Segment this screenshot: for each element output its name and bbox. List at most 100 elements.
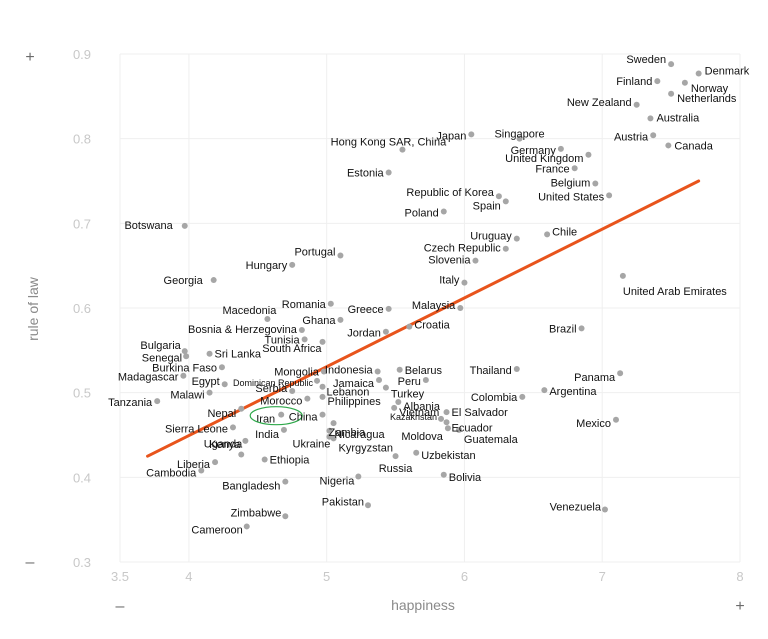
- point-burkina-faso: [218, 364, 225, 371]
- x-tick-label: 4: [185, 569, 192, 584]
- point-egypt: [221, 381, 228, 388]
- y-axis-minus-sign: –: [26, 554, 35, 571]
- grid: [119, 53, 741, 563]
- point-label-mexico: Mexico: [576, 418, 611, 430]
- point-label-singapore: Singapore: [494, 129, 544, 141]
- point-botswana: [181, 222, 188, 229]
- point-label-zambia: Zambia: [329, 427, 367, 439]
- point-bangladesh: [282, 478, 289, 485]
- point-label-india: India: [255, 429, 280, 441]
- point-united-states: [606, 192, 613, 199]
- point-republic-of-korea: [495, 193, 502, 200]
- point-slovenia: [472, 257, 479, 264]
- point-argentina: [541, 387, 548, 394]
- point-label-japan: Japan: [436, 130, 466, 142]
- point-label-venezuela: Venezuela: [550, 502, 602, 514]
- point-norway: [681, 79, 688, 86]
- point-label-cambodia: Cambodia: [146, 468, 197, 480]
- point-label-chile: Chile: [552, 226, 577, 238]
- point-sierra-leone: [229, 424, 236, 431]
- point-label-panama: Panama: [574, 372, 616, 384]
- point-label-slovenia: Slovenia: [428, 255, 471, 267]
- point-label-bosnia-herzegovina: Bosnia & Herzegovina: [188, 324, 298, 336]
- point-iran: [278, 411, 285, 418]
- point-label-france: France: [535, 163, 569, 175]
- point-label-jamaica: Jamaica: [333, 378, 375, 390]
- point-label-el-salvador: El Salvador: [452, 407, 509, 419]
- point-russia: [392, 453, 399, 460]
- y-tick-label: 0.9: [73, 47, 91, 62]
- point-label-morocco: Morocco: [260, 396, 302, 408]
- point-label-senegal: Senegal: [142, 352, 182, 364]
- point-label-hungary: Hungary: [246, 260, 288, 272]
- point-label-denmark: Denmark: [705, 65, 750, 77]
- point-australia: [647, 115, 654, 122]
- point-romania: [327, 300, 334, 307]
- point-label-finland: Finland: [616, 76, 652, 88]
- point-label-indonesia: Indonesia: [325, 365, 374, 377]
- point-label-republic-of-korea: Republic of Korea: [406, 187, 494, 199]
- point-label-belarus: Belarus: [405, 365, 443, 377]
- point-india: [280, 426, 287, 433]
- x-axis-title: happiness: [391, 597, 455, 613]
- point-label-croatia: Croatia: [414, 320, 450, 332]
- point-label-canada: Canada: [674, 140, 713, 152]
- x-tick-label: 8: [736, 569, 743, 584]
- point-label-guatemala: Guatemala: [464, 434, 519, 446]
- point-label-austria: Austria: [614, 131, 649, 143]
- point-france: [571, 165, 578, 172]
- point-madagascar: [180, 372, 187, 379]
- point-label-turkey: Turkey: [391, 389, 425, 401]
- y-axis-title: rule of law: [25, 276, 41, 341]
- point-zambia: [330, 420, 337, 427]
- point-ethiopia: [261, 456, 268, 463]
- point-nepal: [238, 405, 245, 412]
- point-uganda: [238, 451, 245, 458]
- point-liberia: [212, 459, 219, 466]
- y-tick-label: 0.4: [73, 470, 91, 485]
- point-cambodia: [198, 467, 205, 474]
- point-label-kenya: Kenya: [209, 439, 241, 451]
- point-peru: [422, 376, 429, 383]
- highlight-ellipse-iran: [249, 406, 303, 426]
- point-label-estonia: Estonia: [347, 168, 385, 180]
- point-nicaragua: [326, 427, 333, 434]
- point-poland: [440, 208, 447, 215]
- point-nigeria: [355, 473, 362, 480]
- point-label-sierra-leone: Sierra Leone: [165, 423, 228, 435]
- point-label-brazil: Brazil: [549, 323, 577, 335]
- axis-layer: rule of law happiness + – – + 0.3 0.4 0.5 0…: [25, 47, 745, 615]
- point-label-united-states: United States: [538, 191, 605, 203]
- point-ghana: [337, 316, 344, 323]
- point-uzbekistan: [413, 449, 420, 456]
- point-malaysia: [457, 305, 464, 311]
- point-label-moldova: Moldova: [401, 431, 443, 443]
- point-jordan: [382, 328, 389, 335]
- point-finland: [654, 78, 661, 85]
- point-croatia: [406, 323, 413, 330]
- point-label-ukraine: Ukraine: [293, 439, 331, 451]
- point-label-malawi: Malawi: [170, 390, 204, 402]
- point-tanzania: [154, 398, 161, 405]
- point-label-nepal: Nepal: [207, 408, 236, 420]
- point-morocco: [304, 395, 311, 402]
- point-label-south-africa: South Africa: [262, 343, 322, 355]
- point-serbia: [289, 387, 296, 394]
- point-label-cameroon: Cameroon: [191, 524, 242, 536]
- point-label-germany: Germany: [511, 145, 557, 157]
- point-label-lebanon: Lebanon: [327, 387, 370, 399]
- y-tick-label: 0.7: [73, 216, 91, 231]
- point-label-egypt: Egypt: [192, 376, 220, 388]
- point-label-colombia: Colombia: [471, 392, 518, 404]
- point-label-uzbekistan: Uzbekistan: [421, 450, 475, 462]
- point-indonesia: [374, 368, 381, 375]
- point-label-spain: Spain: [473, 200, 501, 212]
- point-china: [319, 411, 326, 418]
- point-netherlands: [668, 90, 675, 97]
- point-label-australia: Australia: [656, 112, 700, 124]
- y-tick-label: 0.5: [73, 386, 91, 401]
- point-label-tanzania: Tanzania: [108, 397, 153, 409]
- point-label-mongolia: Mongolia: [274, 367, 320, 379]
